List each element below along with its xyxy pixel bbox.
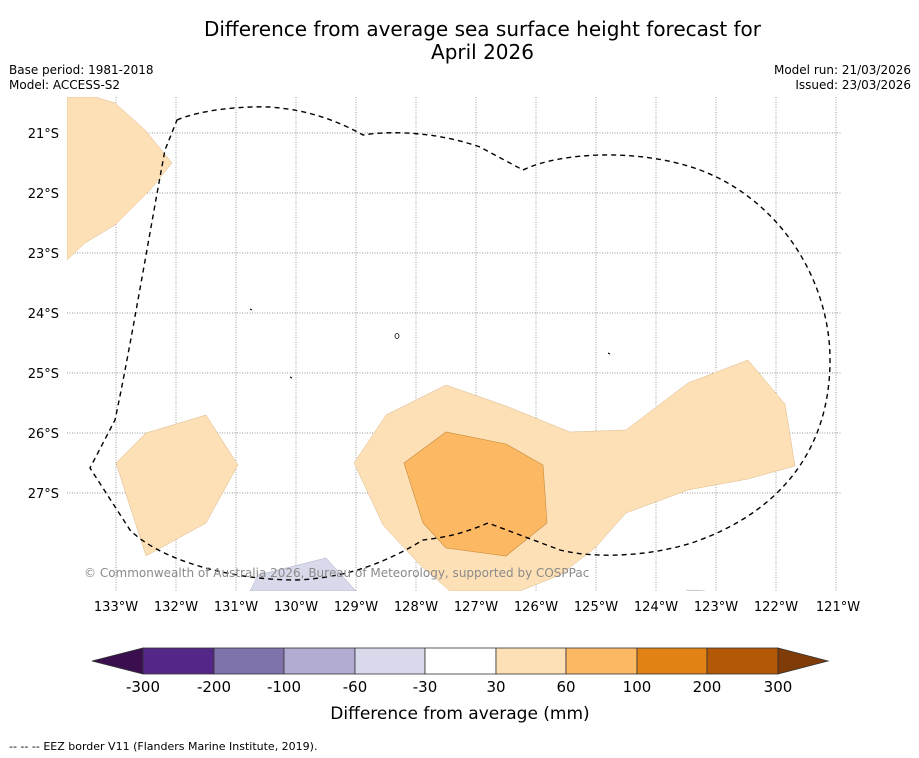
colorbar [91, 647, 830, 675]
colorbar-tick: -60 [343, 678, 368, 696]
colorbar-segment [495, 647, 567, 675]
eez-border [89, 106, 831, 581]
colorbar-segment [213, 647, 285, 675]
contour-fragment [685, 589, 706, 591]
copyright-notice: © Commonwealth of Australia 2026, Bureau… [84, 566, 589, 580]
footnote: -- -- -- EEZ border V11 (Flanders Marine… [9, 740, 317, 753]
colorbar-segment [142, 647, 215, 675]
colorbar-tick: -100 [267, 678, 301, 696]
title-line-1: Difference from average sea surface heig… [203, 17, 762, 41]
contour-30-60-west [115, 414, 239, 557]
islands [249, 308, 611, 379]
contour-fills [67, 97, 796, 591]
colorbar-extend-high [777, 647, 830, 675]
lon-label: 129°W [334, 600, 378, 615]
contour-neg30-neg60-south [249, 557, 357, 591]
colorbar-segment [565, 647, 638, 675]
chart-title: Difference from average sea surface heig… [100, 18, 865, 64]
lon-label: 127°W [454, 600, 498, 615]
colorbar-tick: -200 [197, 678, 231, 696]
lat-label: 21°S [28, 127, 59, 142]
lon-label: 122°W [754, 600, 798, 615]
eez-legend-text: EEZ border V11 (Flanders Marine Institut… [43, 740, 318, 753]
colorbar-tick: -30 [413, 678, 438, 696]
colorbar-tick: 200 [693, 678, 722, 696]
lon-label: 131°W [214, 600, 258, 615]
title-line-2: April 2026 [431, 40, 534, 64]
metadata-right: Model run: 21/03/2026 Issued: 23/03/2026 [774, 63, 911, 93]
lat-label: 24°S [28, 307, 59, 322]
colorbar-tick: 30 [486, 678, 505, 696]
lat-label: 25°S [28, 367, 59, 382]
lon-label: 133°W [94, 600, 138, 615]
lon-label: 130°W [274, 600, 318, 615]
contour-60-100-central [403, 431, 548, 557]
model-name: Model: ACCESS-S2 [9, 78, 121, 92]
colorbar-label: Difference from average (mm) [330, 704, 589, 724]
lon-label: 121°W [816, 600, 860, 615]
lon-label: 125°W [574, 600, 618, 615]
model-run: Model run: 21/03/2026 [773, 63, 911, 77]
colorbar-tick: 300 [764, 678, 793, 696]
colorbar-ticks: -300 -200 -100 -60 -30 30 60 100 200 300 [126, 678, 792, 696]
lon-label: 132°W [154, 600, 198, 615]
longitude-labels: 133°W 132°W 131°W 130°W 129°W 128°W 127°… [94, 600, 860, 615]
eez-legend-symbol: -- -- -- [9, 740, 40, 753]
metadata-left: Base period: 1981-2018 Model: ACCESS-S2 [9, 63, 154, 93]
colorbar-extend-low [91, 647, 144, 675]
lon-label: 126°W [514, 600, 558, 615]
island [607, 352, 611, 355]
base-period: Base period: 1981-2018 [9, 63, 154, 77]
colorbar-tick: 100 [623, 678, 652, 696]
lon-label: 128°W [394, 600, 438, 615]
colorbar-segment [706, 647, 779, 675]
colorbar-tick: -300 [126, 678, 160, 696]
colorbar-segment [354, 647, 426, 675]
colorbar-segment [636, 647, 708, 675]
latitude-labels: 21°S 22°S 23°S 24°S 25°S 26°S 27°S [28, 127, 59, 502]
colorbar-tick: 60 [556, 678, 575, 696]
lon-label: 123°W [694, 600, 738, 615]
colorbar-segment [283, 647, 356, 675]
lon-label: 124°W [634, 600, 678, 615]
lat-label: 26°S [28, 427, 59, 442]
island [289, 376, 293, 379]
lat-label: 27°S [28, 487, 59, 502]
island [249, 308, 253, 311]
colorbar-segment [424, 647, 497, 675]
contour-30-60-northwest [67, 97, 173, 261]
lat-label: 22°S [28, 187, 59, 202]
lat-label: 23°S [28, 247, 59, 262]
island [394, 333, 400, 339]
issued-date: Issued: 23/03/2026 [795, 78, 911, 92]
